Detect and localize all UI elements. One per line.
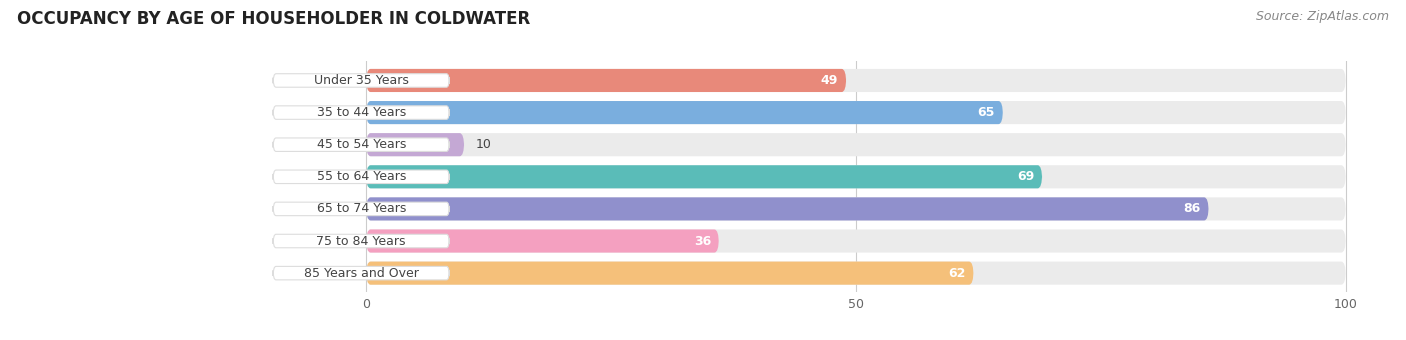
- Text: 65 to 74 Years: 65 to 74 Years: [316, 202, 406, 216]
- FancyBboxPatch shape: [366, 69, 846, 92]
- FancyBboxPatch shape: [273, 170, 450, 184]
- Text: 35 to 44 Years: 35 to 44 Years: [316, 106, 406, 119]
- Text: 86: 86: [1184, 202, 1201, 216]
- Text: OCCUPANCY BY AGE OF HOUSEHOLDER IN COLDWATER: OCCUPANCY BY AGE OF HOUSEHOLDER IN COLDW…: [17, 10, 530, 28]
- FancyBboxPatch shape: [366, 261, 1346, 285]
- FancyBboxPatch shape: [366, 165, 1346, 188]
- FancyBboxPatch shape: [273, 138, 450, 151]
- FancyBboxPatch shape: [366, 165, 1042, 188]
- Text: 10: 10: [475, 138, 492, 151]
- Text: 75 to 84 Years: 75 to 84 Years: [316, 235, 406, 248]
- FancyBboxPatch shape: [366, 69, 1346, 92]
- FancyBboxPatch shape: [366, 197, 1209, 220]
- Text: 55 to 64 Years: 55 to 64 Years: [316, 170, 406, 183]
- FancyBboxPatch shape: [273, 106, 450, 119]
- FancyBboxPatch shape: [366, 133, 464, 156]
- FancyBboxPatch shape: [366, 197, 1346, 220]
- FancyBboxPatch shape: [273, 74, 450, 87]
- Text: Source: ZipAtlas.com: Source: ZipAtlas.com: [1256, 10, 1389, 23]
- FancyBboxPatch shape: [366, 230, 718, 253]
- Text: 69: 69: [1017, 170, 1035, 183]
- FancyBboxPatch shape: [366, 101, 1346, 124]
- FancyBboxPatch shape: [273, 267, 450, 280]
- Text: Under 35 Years: Under 35 Years: [314, 74, 409, 87]
- FancyBboxPatch shape: [273, 202, 450, 216]
- Text: 65: 65: [977, 106, 995, 119]
- Text: 85 Years and Over: 85 Years and Over: [304, 267, 419, 279]
- FancyBboxPatch shape: [273, 234, 450, 248]
- Text: 45 to 54 Years: 45 to 54 Years: [316, 138, 406, 151]
- Text: 62: 62: [948, 267, 966, 279]
- Text: 49: 49: [821, 74, 838, 87]
- FancyBboxPatch shape: [366, 261, 973, 285]
- FancyBboxPatch shape: [366, 101, 1002, 124]
- Text: 36: 36: [693, 235, 711, 248]
- FancyBboxPatch shape: [366, 133, 1346, 156]
- FancyBboxPatch shape: [366, 230, 1346, 253]
